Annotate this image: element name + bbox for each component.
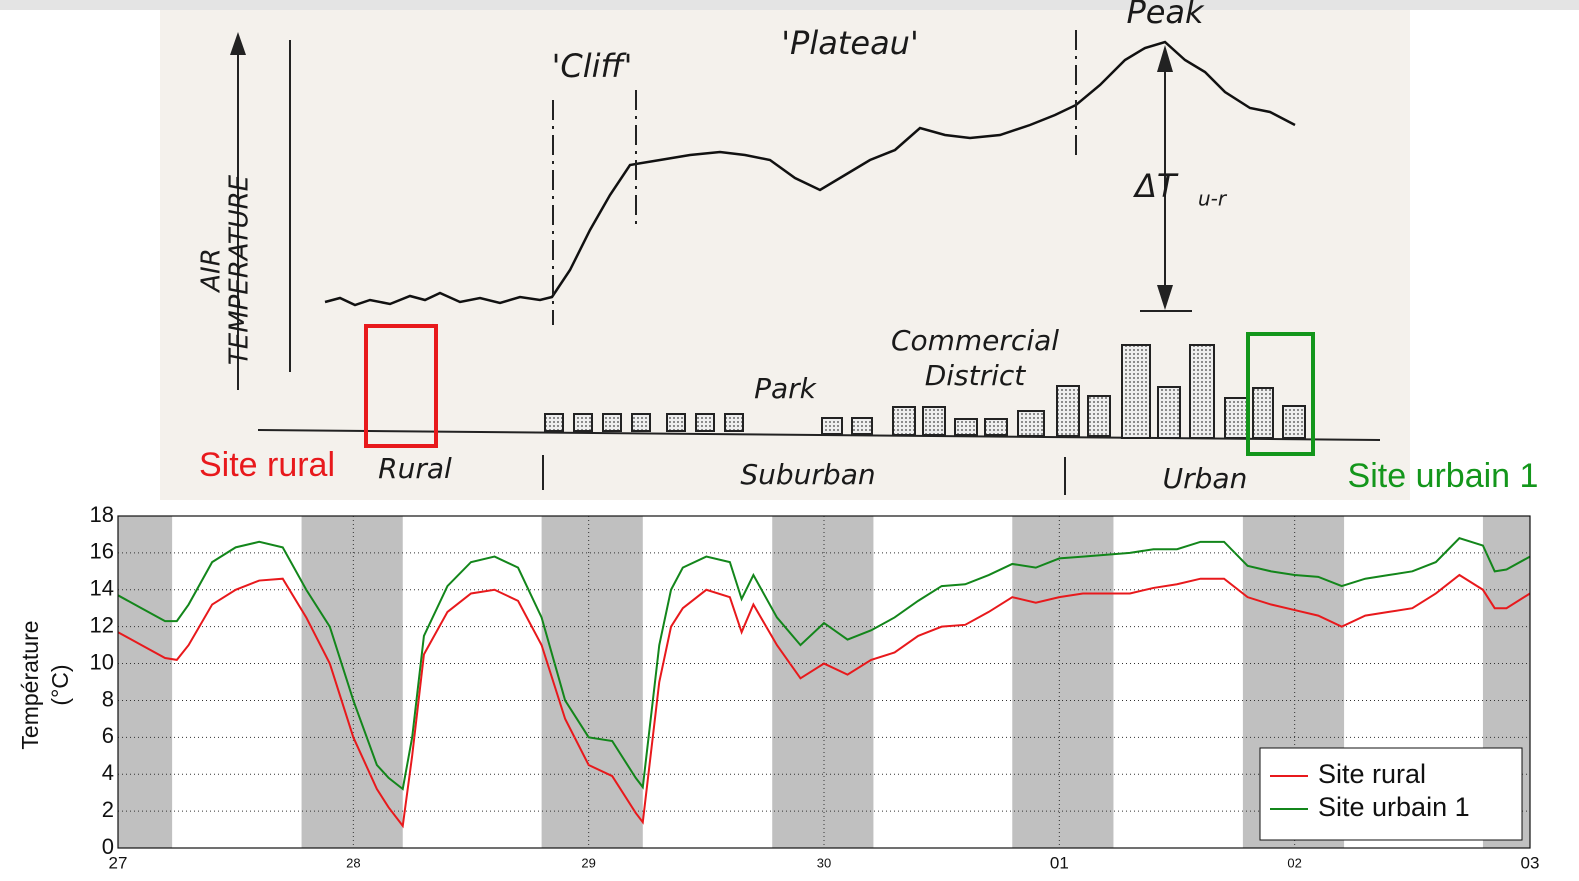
x-tick-label: 28 (346, 855, 360, 870)
rural-site-box (364, 324, 438, 448)
x-tick-label: 03 (1521, 853, 1540, 872)
y-label: TEMPERATURE (225, 174, 255, 365)
y-tick-label: 8 (102, 686, 114, 711)
x-tick-label: 30 (817, 855, 831, 870)
y-tick-label: 4 (102, 760, 114, 785)
scan-background (160, 10, 1410, 500)
night-band (1012, 516, 1114, 848)
legend-label: Site rural (1318, 759, 1426, 789)
night-band (301, 516, 403, 848)
x-tick-label: 29 (581, 855, 595, 870)
zone-label: Suburban (740, 458, 875, 491)
urban-site-box (1246, 332, 1315, 456)
y-tick-label: 2 (102, 797, 114, 822)
y-tick-label: 14 (90, 576, 114, 601)
y-tick-label: 10 (90, 649, 114, 674)
top-strip (0, 0, 1579, 10)
zone-label: Urban (1163, 462, 1248, 495)
y-tick-label: 0 (102, 834, 114, 859)
y-axis-label: Température (17, 620, 43, 749)
plateau-label: 'Plateau' (781, 24, 919, 62)
plot-frame (117, 515, 1531, 849)
y-tick-label: 18 (90, 502, 114, 527)
series-line (117, 536, 1531, 791)
y-tick-label: 6 (102, 723, 114, 748)
peak-label: Peak (1126, 0, 1205, 31)
night-band (541, 516, 643, 848)
commercial-label: Commercial (891, 324, 1059, 357)
site-rural-label: Site rural (199, 446, 335, 484)
x-tick-label: 27 (109, 853, 128, 872)
commercial-label: District (925, 359, 1027, 392)
night-band (118, 516, 173, 848)
night-band (772, 516, 874, 848)
cliff-label: 'Cliff' (552, 47, 633, 85)
y-tick-label: 16 (90, 539, 114, 564)
y-axis-label: (°C) (47, 664, 73, 705)
arrow-heads (1157, 45, 1173, 310)
delta-label: ΔT (1132, 167, 1179, 205)
y-tick-label: 12 (90, 612, 114, 637)
buildings (544, 344, 1306, 439)
park-label: Park (754, 372, 818, 405)
series-line (117, 573, 1531, 829)
site-urban-label: Site urbain 1 (1348, 457, 1539, 495)
arrow-head (230, 32, 246, 55)
x-tick-label: 02 (1287, 855, 1301, 870)
y-label: AIR (197, 248, 227, 294)
delta-subscript: u-r (1198, 187, 1228, 211)
x-tick-label: 01 (1050, 853, 1069, 872)
profile-curve (324, 40, 1296, 307)
diagram: AIR TEMPERATURE 'Cliff' 'Plateau' Peak Δ… (160, 0, 1538, 500)
legend-label: Site urbain 1 (1318, 792, 1470, 822)
legend-box (1259, 747, 1523, 841)
zone-label: Rural (378, 452, 452, 485)
